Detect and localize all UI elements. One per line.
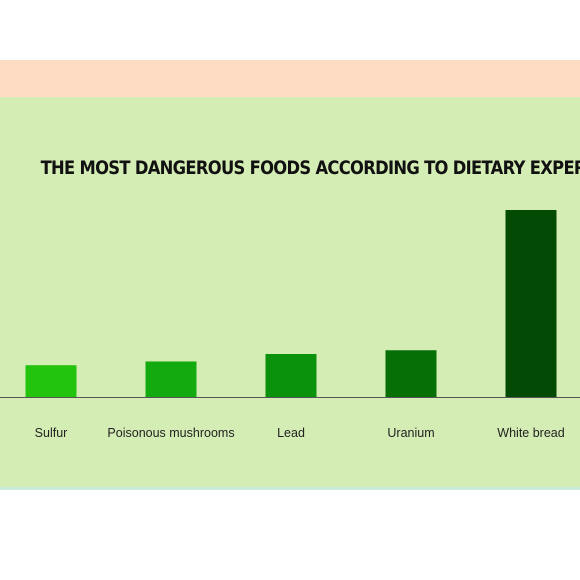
bar-lead (265, 353, 317, 397)
category-label: Sulfur (35, 426, 68, 440)
bar-white-bread (505, 210, 557, 397)
category-label: Poisonous mushrooms (107, 426, 234, 440)
chart-title: THE MOST DANGEROUS FOODS ACCORDING TO DI… (40, 157, 580, 179)
category-label: Lead (277, 426, 305, 440)
chart-panel (0, 97, 580, 487)
bar-poisonous-mushrooms (145, 361, 197, 397)
top-color-band (0, 60, 580, 97)
bar-sulfur (25, 365, 77, 397)
bottom-divider (0, 487, 580, 490)
category-label: Uranium (387, 426, 434, 440)
category-label: White bread (497, 426, 564, 440)
bar-uranium (385, 350, 437, 397)
